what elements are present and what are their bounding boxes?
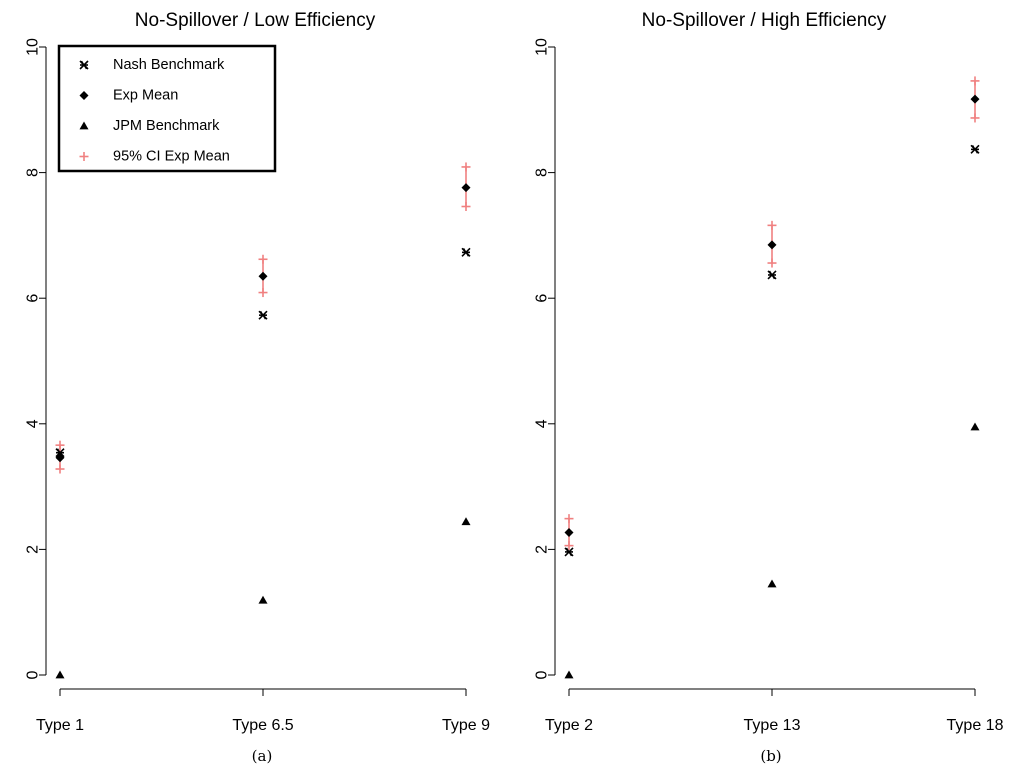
exp-mean-point xyxy=(970,94,980,104)
y-tick-label: 4 xyxy=(25,419,42,428)
jpm-benchmark-point xyxy=(564,670,574,679)
y-tick-label: 10 xyxy=(25,38,42,56)
exp-mean-point xyxy=(564,527,574,537)
y-tick-label: 0 xyxy=(25,670,42,679)
ci-lower-point xyxy=(767,258,777,268)
chart-title: No-Spillover / Low Efficiency xyxy=(135,10,376,31)
exp-mean-point xyxy=(258,271,268,281)
nash-benchmark-point xyxy=(55,448,65,458)
legend: Nash Benchmark Exp Mean JPM Benchmark 95% C… xyxy=(57,44,277,173)
legend-marker xyxy=(79,121,89,130)
legend-marker xyxy=(79,152,89,161)
ci-upper-point xyxy=(258,254,268,264)
ci-lower-point xyxy=(970,113,980,123)
legend-entry: 95% CI Exp Mean xyxy=(113,149,230,165)
exp-mean-point xyxy=(55,453,65,463)
nash-benchmark-point xyxy=(258,310,268,320)
x-tick-label: Type 9 xyxy=(442,717,490,734)
jpm-benchmark-point xyxy=(55,670,65,679)
exp-mean-point xyxy=(767,240,777,250)
jpm-benchmark-point xyxy=(767,579,777,588)
jpm-benchmark-point xyxy=(970,422,980,431)
nash-benchmark-point xyxy=(970,144,980,154)
legend-entry: JPM Benchmark xyxy=(113,118,220,134)
nash-benchmark-point xyxy=(767,270,777,280)
ci-upper-point xyxy=(970,76,980,86)
x-tick-label: Type 18 xyxy=(947,717,1004,734)
y-tick-label: 8 xyxy=(25,168,42,177)
legend-marker xyxy=(79,91,89,100)
y-tick-label: 8 xyxy=(534,168,551,177)
y-tick-label: 2 xyxy=(25,545,42,554)
x-tick-label: Type 2 xyxy=(545,717,593,734)
chart-panel-a: No-Spillover / Low Efficiency 0 2 4 6 8 10 Type… xyxy=(25,10,491,765)
ci-upper-point xyxy=(767,220,777,230)
chart-title: No-Spillover / High Efficiency xyxy=(642,10,887,31)
legend-entry: Exp Mean xyxy=(113,88,178,104)
nash-benchmark-point xyxy=(461,247,471,257)
ci-lower-point xyxy=(564,541,574,551)
ci-upper-point xyxy=(461,162,471,172)
jpm-benchmark-point xyxy=(258,595,268,604)
exp-mean-point xyxy=(461,183,471,193)
legend-box xyxy=(57,44,277,173)
ci-upper-point xyxy=(564,514,574,524)
ci-upper-point xyxy=(55,440,65,450)
panel-caption: (b) xyxy=(760,747,781,765)
chart-panel-b: No-Spillover / High Efficiency 0 2 4 6 8 10 Typ… xyxy=(534,10,1004,765)
y-tick-label: 6 xyxy=(534,294,551,303)
legend-marker xyxy=(79,60,89,70)
x-tick-label: Type 13 xyxy=(744,717,801,734)
legend-entry: Nash Benchmark xyxy=(113,57,225,73)
y-tick-label: 10 xyxy=(534,38,551,56)
y-tick-label: 0 xyxy=(534,670,551,679)
ci-lower-point xyxy=(55,464,65,474)
x-tick-label: Type 1 xyxy=(36,717,84,734)
x-tick-label: Type 6.5 xyxy=(232,717,293,734)
nash-benchmark-point xyxy=(564,547,574,557)
y-tick-label: 4 xyxy=(534,419,551,428)
ci-lower-point xyxy=(258,288,268,298)
panel-caption: (a) xyxy=(252,747,273,765)
jpm-benchmark-point xyxy=(461,517,471,526)
y-tick-label: 2 xyxy=(534,545,551,554)
ci-lower-point xyxy=(461,202,471,212)
y-tick-label: 6 xyxy=(25,294,42,303)
